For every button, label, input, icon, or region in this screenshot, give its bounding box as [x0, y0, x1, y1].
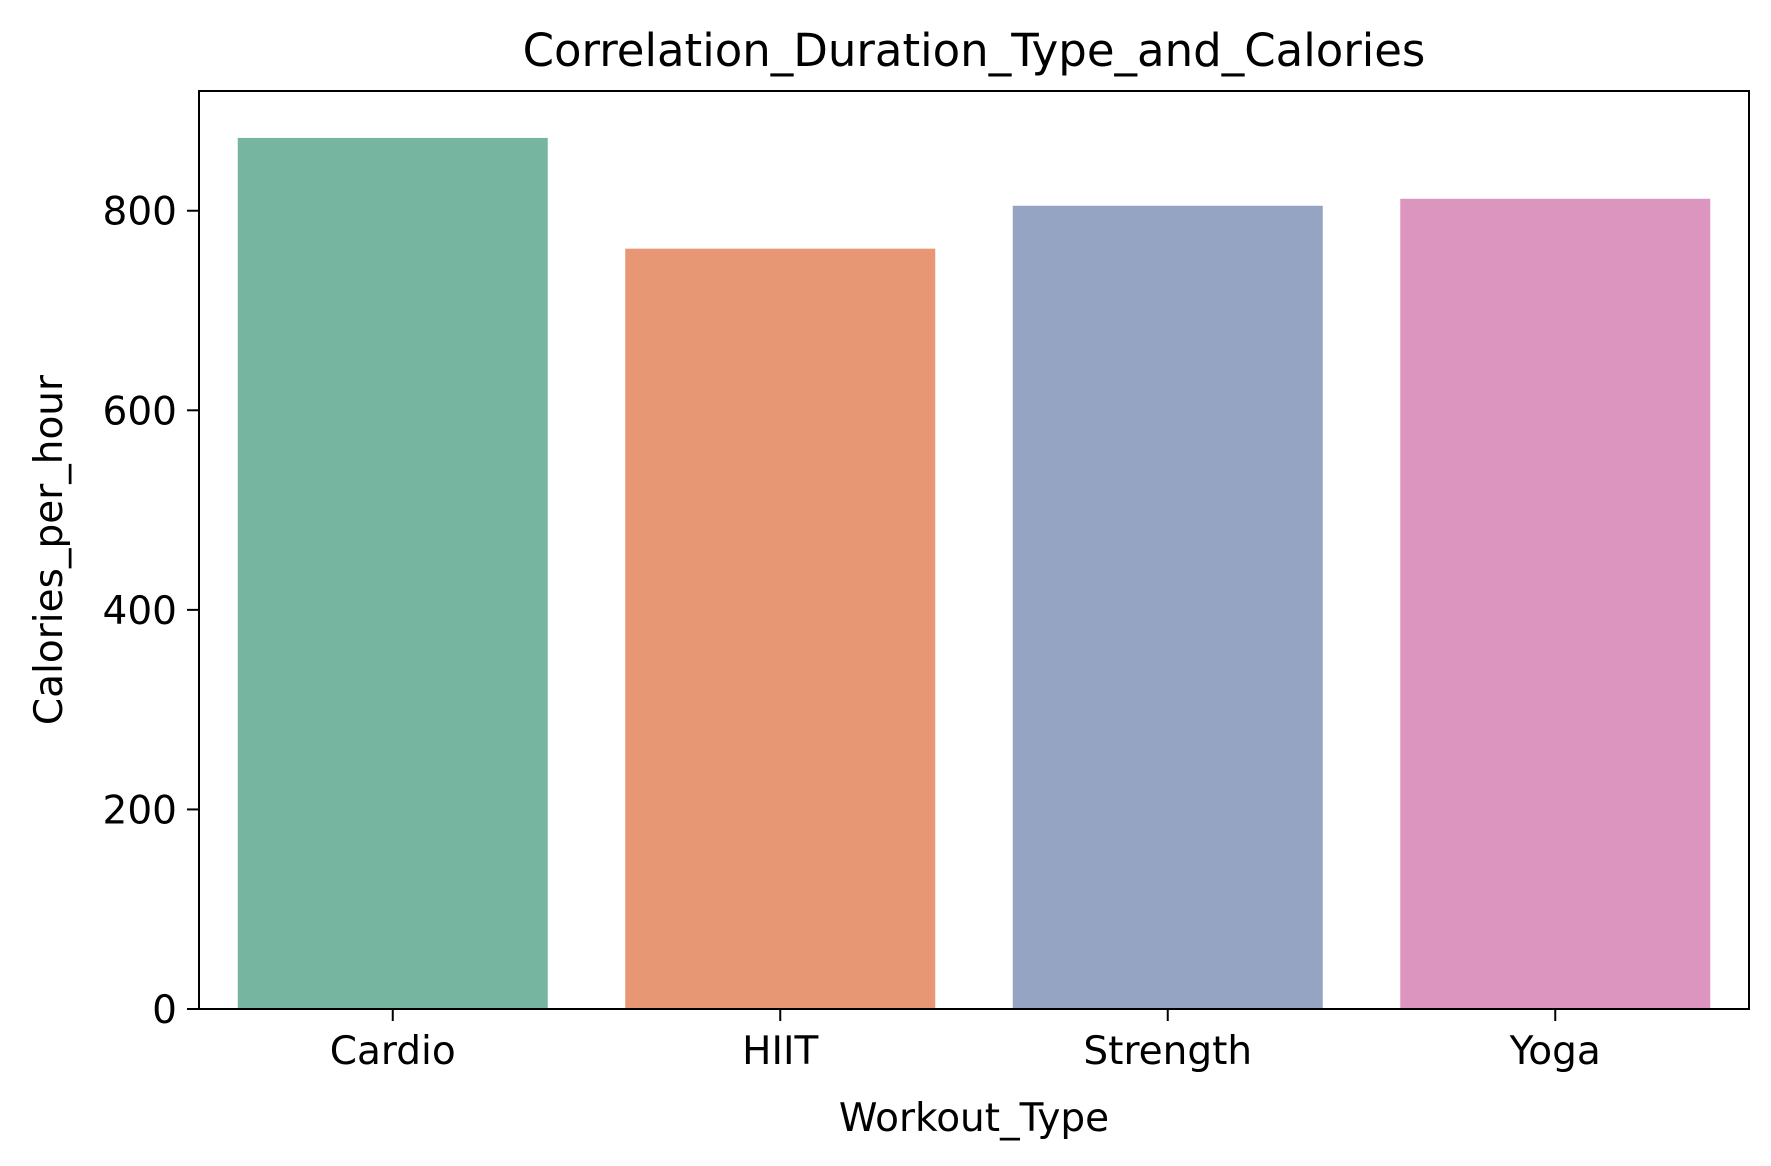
x-tick-label-yoga: Yoga: [1509, 1029, 1601, 1074]
y-tick-label-200: 200: [103, 788, 177, 833]
x-tick-label-strength: Strength: [1083, 1029, 1252, 1074]
bar-strength: [1012, 205, 1323, 1009]
y-tick-label-800: 800: [103, 190, 177, 235]
y-tick-label-0: 0: [152, 988, 177, 1033]
bars-layer: [237, 137, 1711, 1010]
plot-frame: [198, 90, 1750, 1010]
bar-cardio: [237, 137, 548, 1009]
x-axis: Cardio HIIT Strength Yoga: [330, 1009, 1601, 1074]
y-axis-label: Calories_per_hour: [27, 374, 72, 725]
y-axis: 0 200 400 600 800: [103, 190, 199, 1033]
x-tick-label-hiit: HIIT: [742, 1029, 818, 1074]
bar-hiit: [625, 248, 936, 1010]
x-tick-label-cardio: Cardio: [330, 1029, 456, 1074]
chart-title: Correlation_Duration_Type_and_Calories: [523, 24, 1426, 77]
y-tick-label-400: 400: [103, 589, 177, 634]
bar-yoga: [1400, 198, 1711, 1010]
x-axis-label: Workout_Type: [839, 1096, 1109, 1141]
y-tick-label-600: 600: [103, 389, 177, 434]
